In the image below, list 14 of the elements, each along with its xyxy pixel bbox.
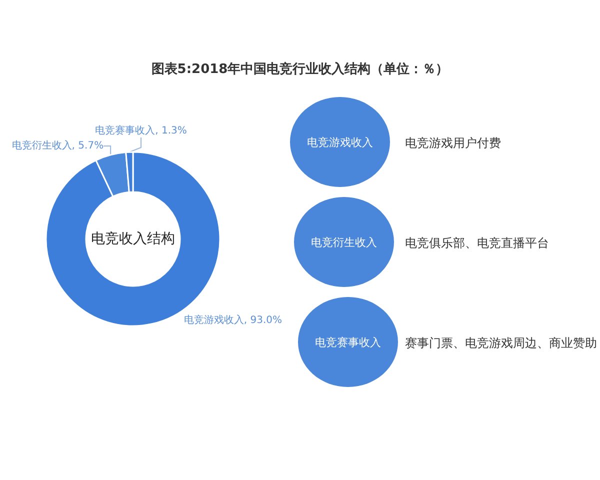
slice-label: 电竞赛事收入, 1.3% [95, 124, 187, 136]
circle: 电竞赛事收入 [298, 297, 398, 387]
text: 电竞俱乐部、电竞直播平台 [405, 235, 549, 252]
text: 赛事门票、电竞游戏周边、商业赞助 [405, 335, 597, 352]
circle: 电竞游戏收入 [290, 97, 390, 187]
text: 电竞游戏用户付费 [405, 135, 501, 152]
slice-label: 电竞游戏收入, 93.0% [184, 314, 282, 326]
chart-title: 图表5:2018年中国电竞行业收入结构（单位：％） [150, 60, 450, 78]
category-label: 电竞衍生收入 [311, 234, 377, 250]
category-label: 电竞赛事收入 [315, 334, 381, 350]
slice-label: 电竞衍生收入, 5.7% [12, 139, 104, 152]
category-label: 电竞游戏收入 [307, 134, 373, 150]
text: 电竞收入结构 [91, 231, 175, 247]
circle: 电竞衍生收入 [294, 197, 394, 287]
